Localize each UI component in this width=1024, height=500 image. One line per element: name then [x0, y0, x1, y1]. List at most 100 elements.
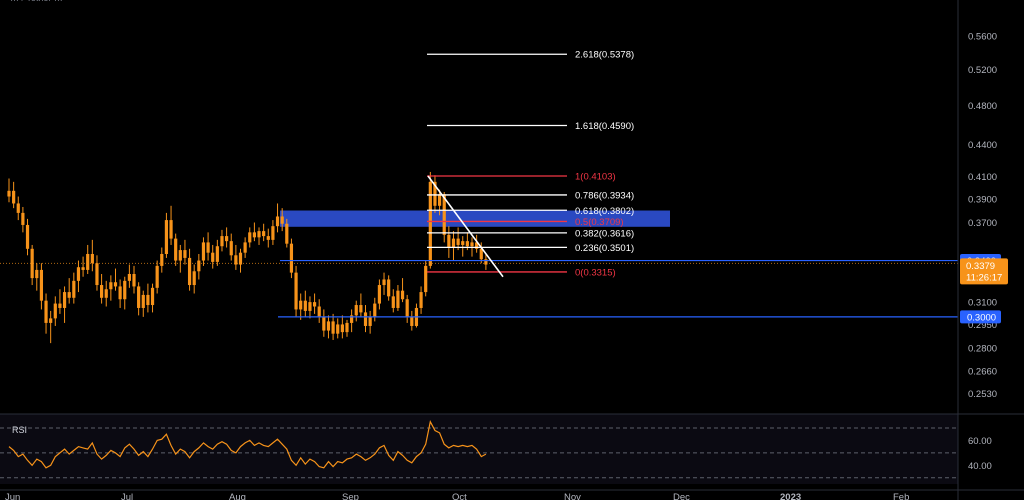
- candle-body: [7, 190, 11, 197]
- level-price-badge-text: 0.3000: [967, 312, 996, 323]
- candle-body: [322, 316, 326, 331]
- candle-body: [104, 289, 108, 298]
- candle-body: [437, 194, 442, 206]
- candle-body: [141, 294, 145, 308]
- candle-body: [285, 223, 289, 244]
- candle-body: [220, 236, 224, 247]
- candle-body: [174, 238, 178, 261]
- fib-level-label: 0.236(0.3501): [575, 243, 634, 254]
- candle-body: [354, 305, 358, 316]
- time-tick-label: Oct: [452, 492, 467, 500]
- candle-body: [192, 271, 196, 286]
- candle-body: [359, 305, 363, 313]
- candle-body: [90, 253, 94, 264]
- candle-body: [331, 321, 335, 334]
- candle-body: [35, 269, 39, 279]
- candle-body: [109, 282, 113, 290]
- price-tick-label: 0.5600: [968, 32, 997, 43]
- candle-body: [67, 292, 71, 298]
- candle-body: [382, 279, 386, 286]
- candle-body: [368, 316, 372, 326]
- candle-body: [451, 238, 456, 248]
- candle-body: [150, 287, 155, 306]
- candle-body: [160, 253, 164, 266]
- candle-body: [215, 246, 219, 262]
- candle-body: [211, 252, 215, 262]
- candle-body: [257, 231, 261, 238]
- candle-body: [377, 285, 381, 304]
- candle-body: [53, 303, 57, 319]
- price-tick-label: 0.2660: [968, 366, 997, 377]
- candle-body: [58, 303, 62, 308]
- candle-body: [39, 269, 44, 301]
- candle-body: [100, 285, 104, 298]
- candle-body: [132, 273, 136, 287]
- price-tick-label: 0.4800: [968, 101, 997, 112]
- time-tick-label: Nov: [564, 492, 581, 500]
- candle-body: [484, 259, 488, 265]
- candle-body: [81, 267, 85, 270]
- candle-body: [396, 290, 400, 308]
- candle-body: [419, 292, 423, 308]
- candle-body: [312, 302, 317, 307]
- candle-body: [234, 255, 238, 265]
- rsi-pane-background: [0, 414, 958, 484]
- price-tick-label: 0.3900: [968, 194, 997, 205]
- time-tick-label: Aug: [229, 492, 246, 500]
- candle-body: [405, 299, 409, 317]
- current-price-value: 0.3379: [966, 261, 995, 272]
- price-tick-label: 0.4100: [968, 172, 997, 183]
- candle-body: [146, 294, 150, 306]
- candle-body: [201, 242, 206, 261]
- candle-body: [44, 300, 48, 323]
- candle-body: [308, 302, 312, 311]
- time-tick-label: Jun: [5, 492, 20, 500]
- time-tick-label: 2023: [780, 492, 801, 500]
- candle-body: [447, 234, 451, 248]
- candle-body: [187, 257, 192, 286]
- candle-body: [86, 253, 90, 270]
- fib-level-label: 0.5(0.3709): [575, 217, 624, 228]
- candle-body: [326, 321, 331, 331]
- time-tick-label: Sep: [342, 492, 359, 500]
- candle-body: [72, 280, 76, 298]
- price-tick-label: 0.4400: [968, 140, 997, 151]
- current-price-badge: [960, 258, 1008, 285]
- candle-body: [294, 272, 298, 310]
- candle-body: [461, 241, 465, 245]
- candle-body: [266, 236, 270, 240]
- price-tick-label: 0.2530: [968, 389, 997, 400]
- candle-body: [225, 236, 229, 242]
- candle-body: [424, 265, 428, 293]
- candle-body: [350, 315, 354, 323]
- candle-body: [178, 250, 182, 261]
- candle-body: [229, 241, 233, 256]
- candle-body: [262, 231, 266, 237]
- price-tick-label: 0.2950: [968, 320, 997, 331]
- candle-body: [183, 250, 187, 258]
- candle-body: [49, 318, 53, 323]
- candle-body: [155, 265, 159, 288]
- time-tick-label: Jul: [121, 492, 133, 500]
- candle-body: [410, 316, 414, 326]
- price-tick-label: 0.5200: [968, 65, 997, 76]
- candle-body: [76, 267, 81, 281]
- fib-level-label: 0(0.3315): [575, 267, 616, 278]
- fib-level-label: 0.382(0.3616): [575, 228, 634, 239]
- candle-body: [299, 300, 303, 310]
- trendline: [427, 175, 504, 278]
- candle-body: [475, 242, 479, 249]
- price-tick-label: 0.3700: [968, 218, 997, 229]
- candle-body: [336, 324, 340, 334]
- candle-body: [164, 220, 169, 254]
- rsi-line: [8, 419, 487, 469]
- candle-body: [16, 203, 20, 213]
- candle-body: [275, 216, 280, 227]
- candle-body: [456, 238, 460, 245]
- candle-body: [248, 232, 252, 243]
- candle-body: [428, 181, 432, 266]
- candle-body: [243, 242, 247, 253]
- candle-body: [391, 296, 395, 308]
- price-tick-label: 0.2800: [968, 343, 997, 354]
